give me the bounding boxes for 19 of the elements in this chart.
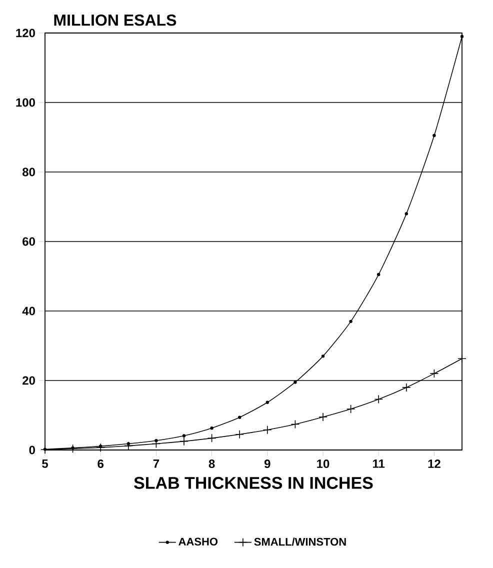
y-tick-label: 100 xyxy=(16,98,35,107)
y-tick-label: 120 xyxy=(16,28,35,38)
x-tick-label: 6 xyxy=(98,460,104,468)
y-tick-label: 20 xyxy=(22,376,35,385)
x-tick-label: 9 xyxy=(264,460,270,468)
y-tick-label: 60 xyxy=(22,237,35,246)
legend-label: SMALL/WINSTON xyxy=(254,538,346,546)
x-tick-label: 8 xyxy=(208,460,215,468)
x-tick-label: 11 xyxy=(373,460,385,468)
x-tick-label: 7 xyxy=(153,460,160,468)
y-tick-label: 0 xyxy=(29,446,35,454)
x-tick-label: 5 xyxy=(42,460,48,468)
x-axis-title: SLAB THICKNESS IN INCHES xyxy=(134,476,373,489)
y-tick-label: 40 xyxy=(22,306,35,316)
x-tick-label: 12 xyxy=(428,460,440,468)
x-tick-label: 10 xyxy=(317,460,330,468)
y-tick-label: 80 xyxy=(22,168,35,176)
y-axis-title: MILLION ESALS xyxy=(54,14,176,26)
legend-label: AASHO xyxy=(178,538,218,546)
